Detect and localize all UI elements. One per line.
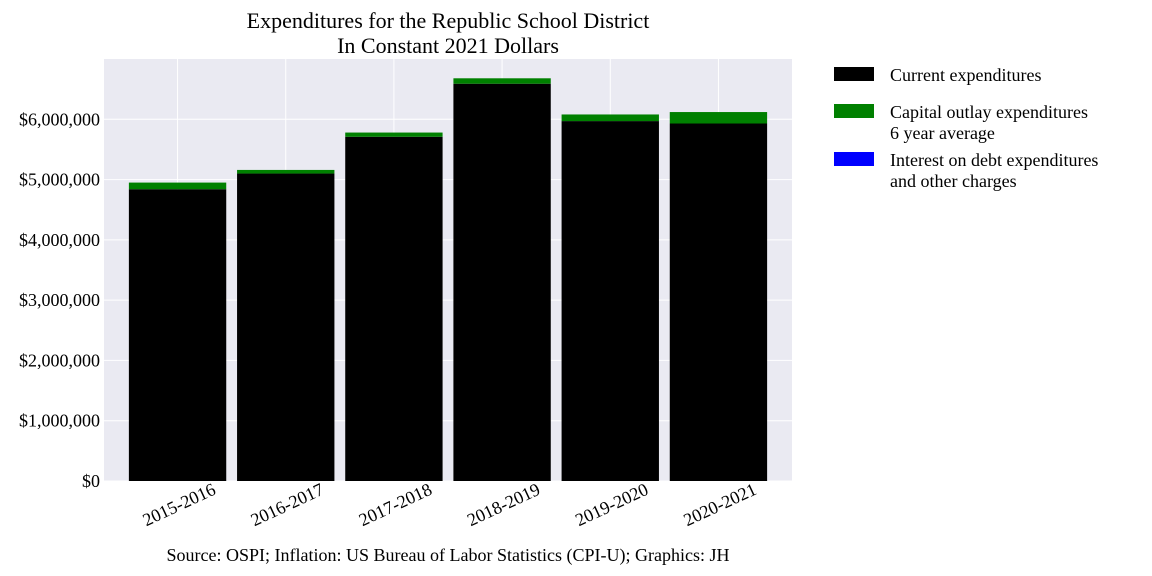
- bar-2016-2017-series-0: [237, 173, 335, 482]
- x-tick-label-2016-2017: 2016-2017: [248, 479, 327, 530]
- y-tick-label-6: $6,000,000: [19, 109, 100, 129]
- legend-swatch-1: [834, 104, 874, 118]
- bar-2019-2020-series-0: [561, 121, 659, 481]
- bar-2015-2016-series-1: [128, 182, 227, 190]
- bar-2016-2017-series-1: [237, 169, 335, 174]
- y-tick-label-3: $3,000,000: [19, 290, 100, 310]
- y-tick-label-0: $0: [82, 471, 100, 491]
- bar-2020-2021-series-1: [669, 112, 768, 124]
- bar-2015-2016-series-0: [128, 189, 227, 481]
- source-note: Source: OSPI; Inflation: US Bureau of La…: [167, 545, 730, 566]
- x-tick-label-2019-2020: 2019-2020: [572, 479, 651, 530]
- bar-2020-2021-series-0: [669, 123, 768, 482]
- y-tick-label-1: $1,000,000: [19, 411, 100, 431]
- chart-title-line-2: In Constant 2021 Dollars: [337, 33, 559, 58]
- bar-2019-2020-series-1: [561, 114, 659, 122]
- bar-2017-2018-series-0: [345, 136, 443, 482]
- legend-swatch-0: [834, 67, 874, 81]
- x-tick-label-2015-2016: 2015-2016: [139, 479, 218, 530]
- y-tick-label-4: $4,000,000: [19, 230, 100, 250]
- bar-2018-2019-series-1: [453, 78, 551, 84]
- bar-2018-2019-series-0: [453, 83, 551, 482]
- legend-label-1-line-1: 6 year average: [890, 123, 995, 143]
- y-tick-label-2: $2,000,000: [19, 350, 100, 370]
- x-tick-label-2020-2021: 2020-2021: [680, 479, 759, 530]
- x-tick-label-2017-2018: 2017-2018: [356, 479, 435, 530]
- legend-label-2-line-1: and other charges: [890, 171, 1017, 191]
- legend-swatch-2: [834, 152, 874, 166]
- legend-label-1-line-0: Capital outlay expenditures: [890, 102, 1088, 122]
- legend-label-0-line-0: Current expenditures: [890, 65, 1041, 85]
- chart-title-line-1: Expenditures for the Republic School Dis…: [247, 8, 650, 33]
- legend-label-2-line-0: Interest on debt expenditures: [890, 150, 1098, 170]
- legend: Current expenditures Capital outlay expen…: [834, 65, 1098, 191]
- x-tick-label-2018-2019: 2018-2019: [464, 479, 543, 530]
- bar-2017-2018-series-1: [345, 132, 443, 137]
- y-axis-ticks: $0 $1,000,000 $2,000,000 $3,000,000 $4,000,0…: [19, 109, 100, 491]
- bars-group: [128, 78, 768, 482]
- y-tick-label-5: $5,000,000: [19, 170, 100, 190]
- x-axis-ticks: 2015-2016 2016-2017 2017-2018 2018-2019 2019…: [139, 479, 759, 530]
